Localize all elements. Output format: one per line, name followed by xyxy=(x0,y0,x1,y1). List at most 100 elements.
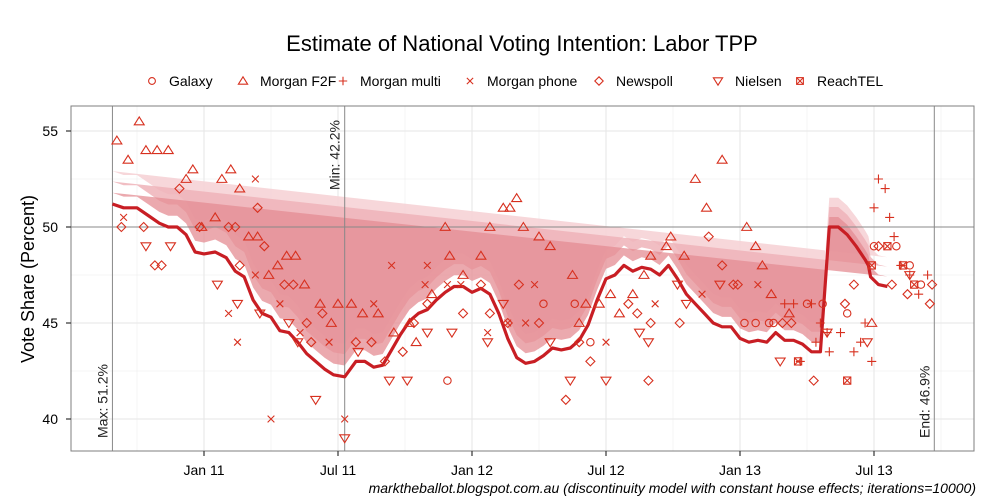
marker-cross xyxy=(251,271,260,279)
data-point xyxy=(843,376,852,385)
data-point xyxy=(457,280,465,289)
marker-diamond xyxy=(732,279,744,290)
data-point xyxy=(369,300,378,308)
data-point xyxy=(502,317,514,329)
data-point xyxy=(280,250,293,260)
x-tick-label: Jan 11 xyxy=(184,462,225,478)
data-point xyxy=(252,202,263,214)
estimate-line-group xyxy=(111,202,888,379)
marker-circle xyxy=(751,318,760,328)
marker-triangle-down xyxy=(642,338,655,348)
data-point xyxy=(483,221,496,231)
marker-circle xyxy=(764,318,774,328)
marker-circle xyxy=(905,261,914,270)
data-point xyxy=(251,271,260,279)
legend-key-icon xyxy=(466,77,474,85)
poll-points xyxy=(110,115,938,444)
marker-diamond xyxy=(502,317,514,329)
marker-cross xyxy=(466,77,474,85)
marker-triangle-up xyxy=(237,75,249,85)
marker-plus xyxy=(889,232,899,242)
marker-triangle-up xyxy=(457,269,470,279)
y-tick-label: 45 xyxy=(42,315,58,331)
marker-triangle-up xyxy=(122,154,135,164)
data-point xyxy=(638,269,650,279)
data-point xyxy=(902,288,913,300)
marker-triangle-up xyxy=(215,173,228,183)
data-point xyxy=(573,336,585,348)
data-point xyxy=(623,298,634,310)
marker-triangle-up xyxy=(865,317,878,327)
data-point xyxy=(224,163,237,174)
marker-triangle-up xyxy=(644,250,657,260)
data-point xyxy=(815,318,825,328)
marker-circle xyxy=(869,241,879,251)
marker-diamond xyxy=(350,336,362,348)
marker-plus xyxy=(836,328,845,338)
data-point xyxy=(296,328,304,337)
marker-triangle-up xyxy=(439,221,452,231)
marker-triangle-up xyxy=(271,259,284,270)
marker-diamond xyxy=(408,317,420,329)
marker-cross xyxy=(698,290,706,298)
plot-border xyxy=(70,105,975,452)
marker-diamond xyxy=(594,76,604,86)
data-point xyxy=(698,290,706,298)
marker-triangle-up xyxy=(372,307,385,318)
legend-item-reachtel: ReachTEL xyxy=(796,73,883,89)
marker-triangle-down xyxy=(445,328,458,339)
data-point xyxy=(593,298,606,308)
marker-diamond xyxy=(573,336,585,348)
marker-triangle-up xyxy=(756,259,769,270)
data-point xyxy=(732,279,744,290)
data-point xyxy=(793,357,803,366)
x-tick-label: Jul 12 xyxy=(587,462,625,478)
marker-diamond xyxy=(716,260,728,271)
data-point xyxy=(325,338,333,346)
data-point xyxy=(122,154,135,164)
data-point xyxy=(457,269,470,279)
marker-triangle-up xyxy=(660,240,673,251)
legend-key-icon xyxy=(338,76,348,86)
data-point xyxy=(521,319,530,327)
data-point xyxy=(253,309,266,319)
data-point xyxy=(716,260,728,271)
data-point xyxy=(282,319,295,329)
data-point xyxy=(756,259,769,270)
data-point xyxy=(660,240,673,251)
data-point xyxy=(481,338,494,348)
marker-triangle-up xyxy=(325,317,338,327)
marker-plus xyxy=(338,76,348,86)
data-point xyxy=(544,240,557,251)
data-point xyxy=(332,298,344,308)
data-point xyxy=(842,309,852,318)
data-point xyxy=(836,328,845,338)
data-point xyxy=(869,241,879,251)
marker-triangle-up xyxy=(262,269,275,279)
data-point xyxy=(138,221,149,233)
marker-triangle-down xyxy=(338,434,351,444)
data-point xyxy=(279,279,290,290)
marker-triangle-up xyxy=(403,317,416,327)
data-point xyxy=(387,261,396,270)
marker-triangle-down xyxy=(600,376,612,387)
data-point xyxy=(751,318,760,328)
data-point xyxy=(780,299,790,309)
marker-plus xyxy=(867,356,877,366)
marker-cross xyxy=(423,261,432,270)
marker-diamond xyxy=(422,298,433,310)
data-point xyxy=(824,347,834,357)
marker-cross xyxy=(276,300,284,308)
data-point xyxy=(645,317,656,329)
marker-diamond xyxy=(279,279,290,290)
x-tick-label: Jul 11 xyxy=(320,462,357,478)
marker-triangle-up xyxy=(209,211,222,222)
data-point xyxy=(671,280,684,291)
data-point xyxy=(924,298,936,310)
data-point xyxy=(818,299,827,309)
data-point xyxy=(821,328,834,339)
marker-triangle-up xyxy=(474,250,487,260)
y-axis: 40 45 50 55 xyxy=(42,123,71,427)
marker-square xyxy=(867,261,876,270)
marker-triangle-down xyxy=(401,376,414,387)
